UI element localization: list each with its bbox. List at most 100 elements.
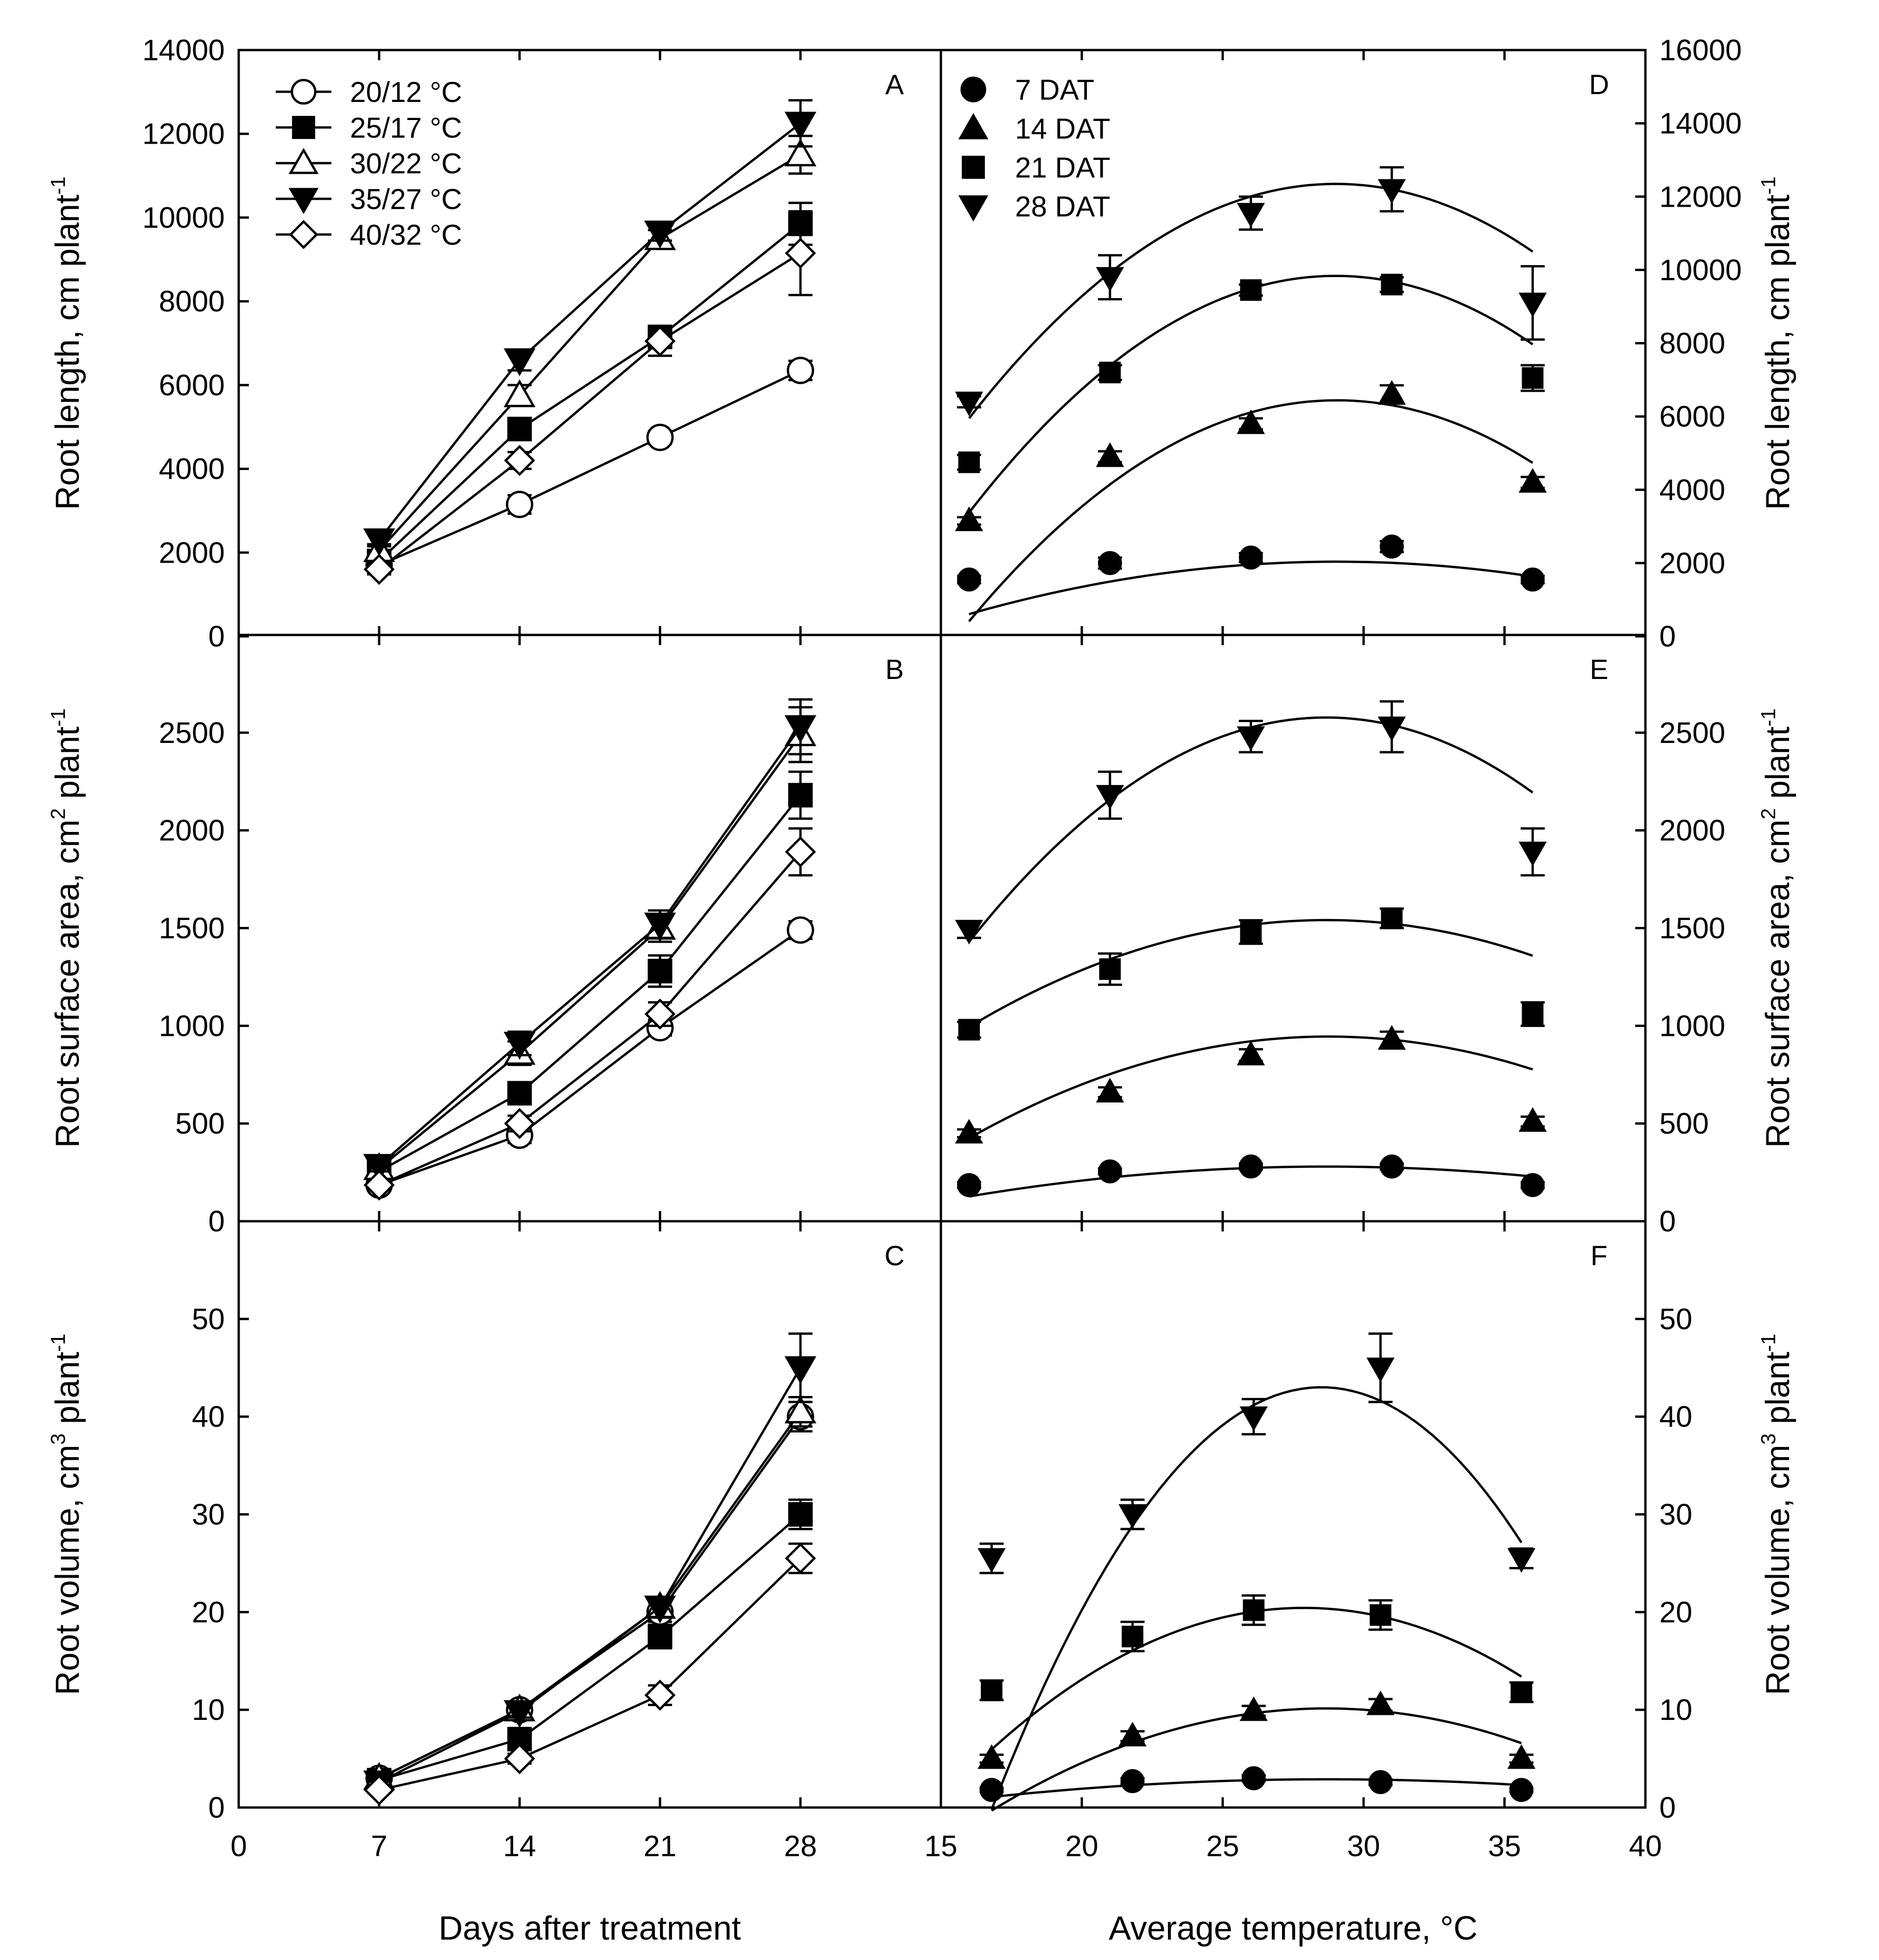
fit-curve [990, 1386, 1523, 1810]
series-35-27-c [363, 99, 817, 557]
data-point [784, 715, 817, 743]
data-point [785, 1542, 816, 1574]
panel-label: F [1591, 1240, 1608, 1271]
series-line [379, 369, 801, 566]
y-tick-label: 1000 [159, 1009, 225, 1042]
series-14-dat [978, 1690, 1536, 1812]
y-tick-label: 10000 [142, 201, 225, 234]
data-point [957, 567, 981, 592]
y-axis-label: Root surface area, cm2 plant-1 [47, 708, 86, 1148]
data-point [1518, 1107, 1547, 1132]
y-tick-label: 10 [1659, 1693, 1692, 1726]
data-point [504, 1108, 535, 1139]
y-tick-label: 10000 [1659, 253, 1742, 286]
data-point [644, 1595, 676, 1624]
legend-label: 14 DAT [1015, 113, 1111, 145]
data-point [784, 112, 817, 140]
data-point [644, 1680, 676, 1711]
data-point [1522, 367, 1544, 389]
legend-marker [292, 116, 315, 139]
x-tick-label: 21 [643, 1829, 676, 1863]
legend-marker [962, 156, 985, 179]
panel-label: A [885, 69, 904, 100]
data-point [1096, 785, 1124, 810]
y-tick-label: 4000 [1659, 473, 1725, 507]
y-tick-label: 50 [1659, 1302, 1692, 1336]
data-point [1096, 267, 1124, 292]
y-tick-label: 40 [1659, 1400, 1692, 1434]
data-point [958, 1019, 980, 1041]
data-point [1366, 1357, 1395, 1383]
data-point [1239, 1406, 1268, 1431]
legend-label: 28 DAT [1015, 191, 1111, 223]
series-21-dat [979, 1594, 1534, 1751]
data-point [1520, 567, 1545, 592]
x-tick-label: 20 [1065, 1829, 1098, 1863]
y-tick-label: 8000 [159, 285, 225, 318]
data-point [1378, 1025, 1406, 1050]
y-tick-label: 20 [192, 1595, 225, 1629]
y-tick-label: 40 [192, 1400, 225, 1434]
data-point [1098, 551, 1122, 575]
legend-marker [960, 76, 986, 102]
data-point [1378, 179, 1406, 204]
legend-marker [288, 147, 319, 174]
data-point [788, 1502, 813, 1527]
data-point [647, 1624, 673, 1649]
data-point [646, 424, 674, 451]
data-point [363, 528, 395, 557]
data-point [1238, 1154, 1263, 1179]
series-line [378, 1367, 802, 1783]
data-point [1096, 442, 1124, 467]
series-30-22-c [363, 1395, 817, 1790]
y-tick-label: 1000 [1659, 1009, 1725, 1042]
data-point [1237, 726, 1265, 751]
data-point [1239, 1696, 1268, 1721]
data-point [1378, 717, 1406, 742]
y-tick-label: 2500 [159, 716, 225, 749]
y-tick-label: 6000 [159, 368, 225, 402]
legend-label: 20/12 °C [350, 76, 462, 108]
series-7-dat [957, 534, 1545, 615]
data-point [1122, 1625, 1143, 1648]
series-20-12-c [365, 916, 814, 1199]
y-tick-label: 12000 [1659, 180, 1742, 213]
data-point [955, 1119, 984, 1144]
data-point [1237, 409, 1265, 434]
series-25-17-c [367, 202, 813, 573]
y-tick-label: 10 [192, 1693, 225, 1726]
legend-marker [288, 188, 319, 215]
data-point [1118, 1504, 1147, 1529]
data-point [978, 1548, 1006, 1573]
panel-label: E [1590, 654, 1608, 685]
data-point [644, 325, 676, 357]
legend-label: 7 DAT [1015, 74, 1094, 106]
legend-marker [291, 79, 317, 105]
fit-curve [991, 1707, 1522, 1812]
series-line [378, 1411, 802, 1779]
y-tick-label: 0 [208, 1205, 225, 1238]
data-point [503, 1700, 536, 1728]
series-14-dat [955, 380, 1547, 622]
legend: 7 DAT 14 DAT 21 DAT 28 DAT [958, 74, 1111, 223]
panel-label: C [884, 1240, 904, 1271]
data-point [504, 1743, 535, 1775]
data-point [1368, 1770, 1393, 1795]
series-30-22-c [363, 706, 817, 1180]
data-point [644, 221, 676, 249]
panel-c: 0 10 20 30 40 50 0 7 14 21 28 Root volume, cm3 plan… [47, 1221, 905, 1947]
y-tick-label: 14000 [142, 33, 225, 67]
y-tick-label: 6000 [1659, 400, 1725, 433]
legend-label: 40/32 °C [350, 219, 462, 251]
data-point [1518, 292, 1547, 317]
x-axis-label: Average temperature, °C [1109, 1910, 1478, 1947]
series-28-dat [978, 1332, 1536, 1810]
x-tick-label: 25 [1206, 1829, 1239, 1863]
data-point [1096, 1078, 1124, 1103]
data-point [978, 1744, 1006, 1769]
data-point [644, 998, 676, 1030]
data-point [1520, 1173, 1545, 1197]
data-point [785, 836, 816, 868]
y-tick-label: 500 [1659, 1107, 1709, 1140]
y-axis-label: Root volume, cm3 plant-1 [47, 1334, 86, 1695]
